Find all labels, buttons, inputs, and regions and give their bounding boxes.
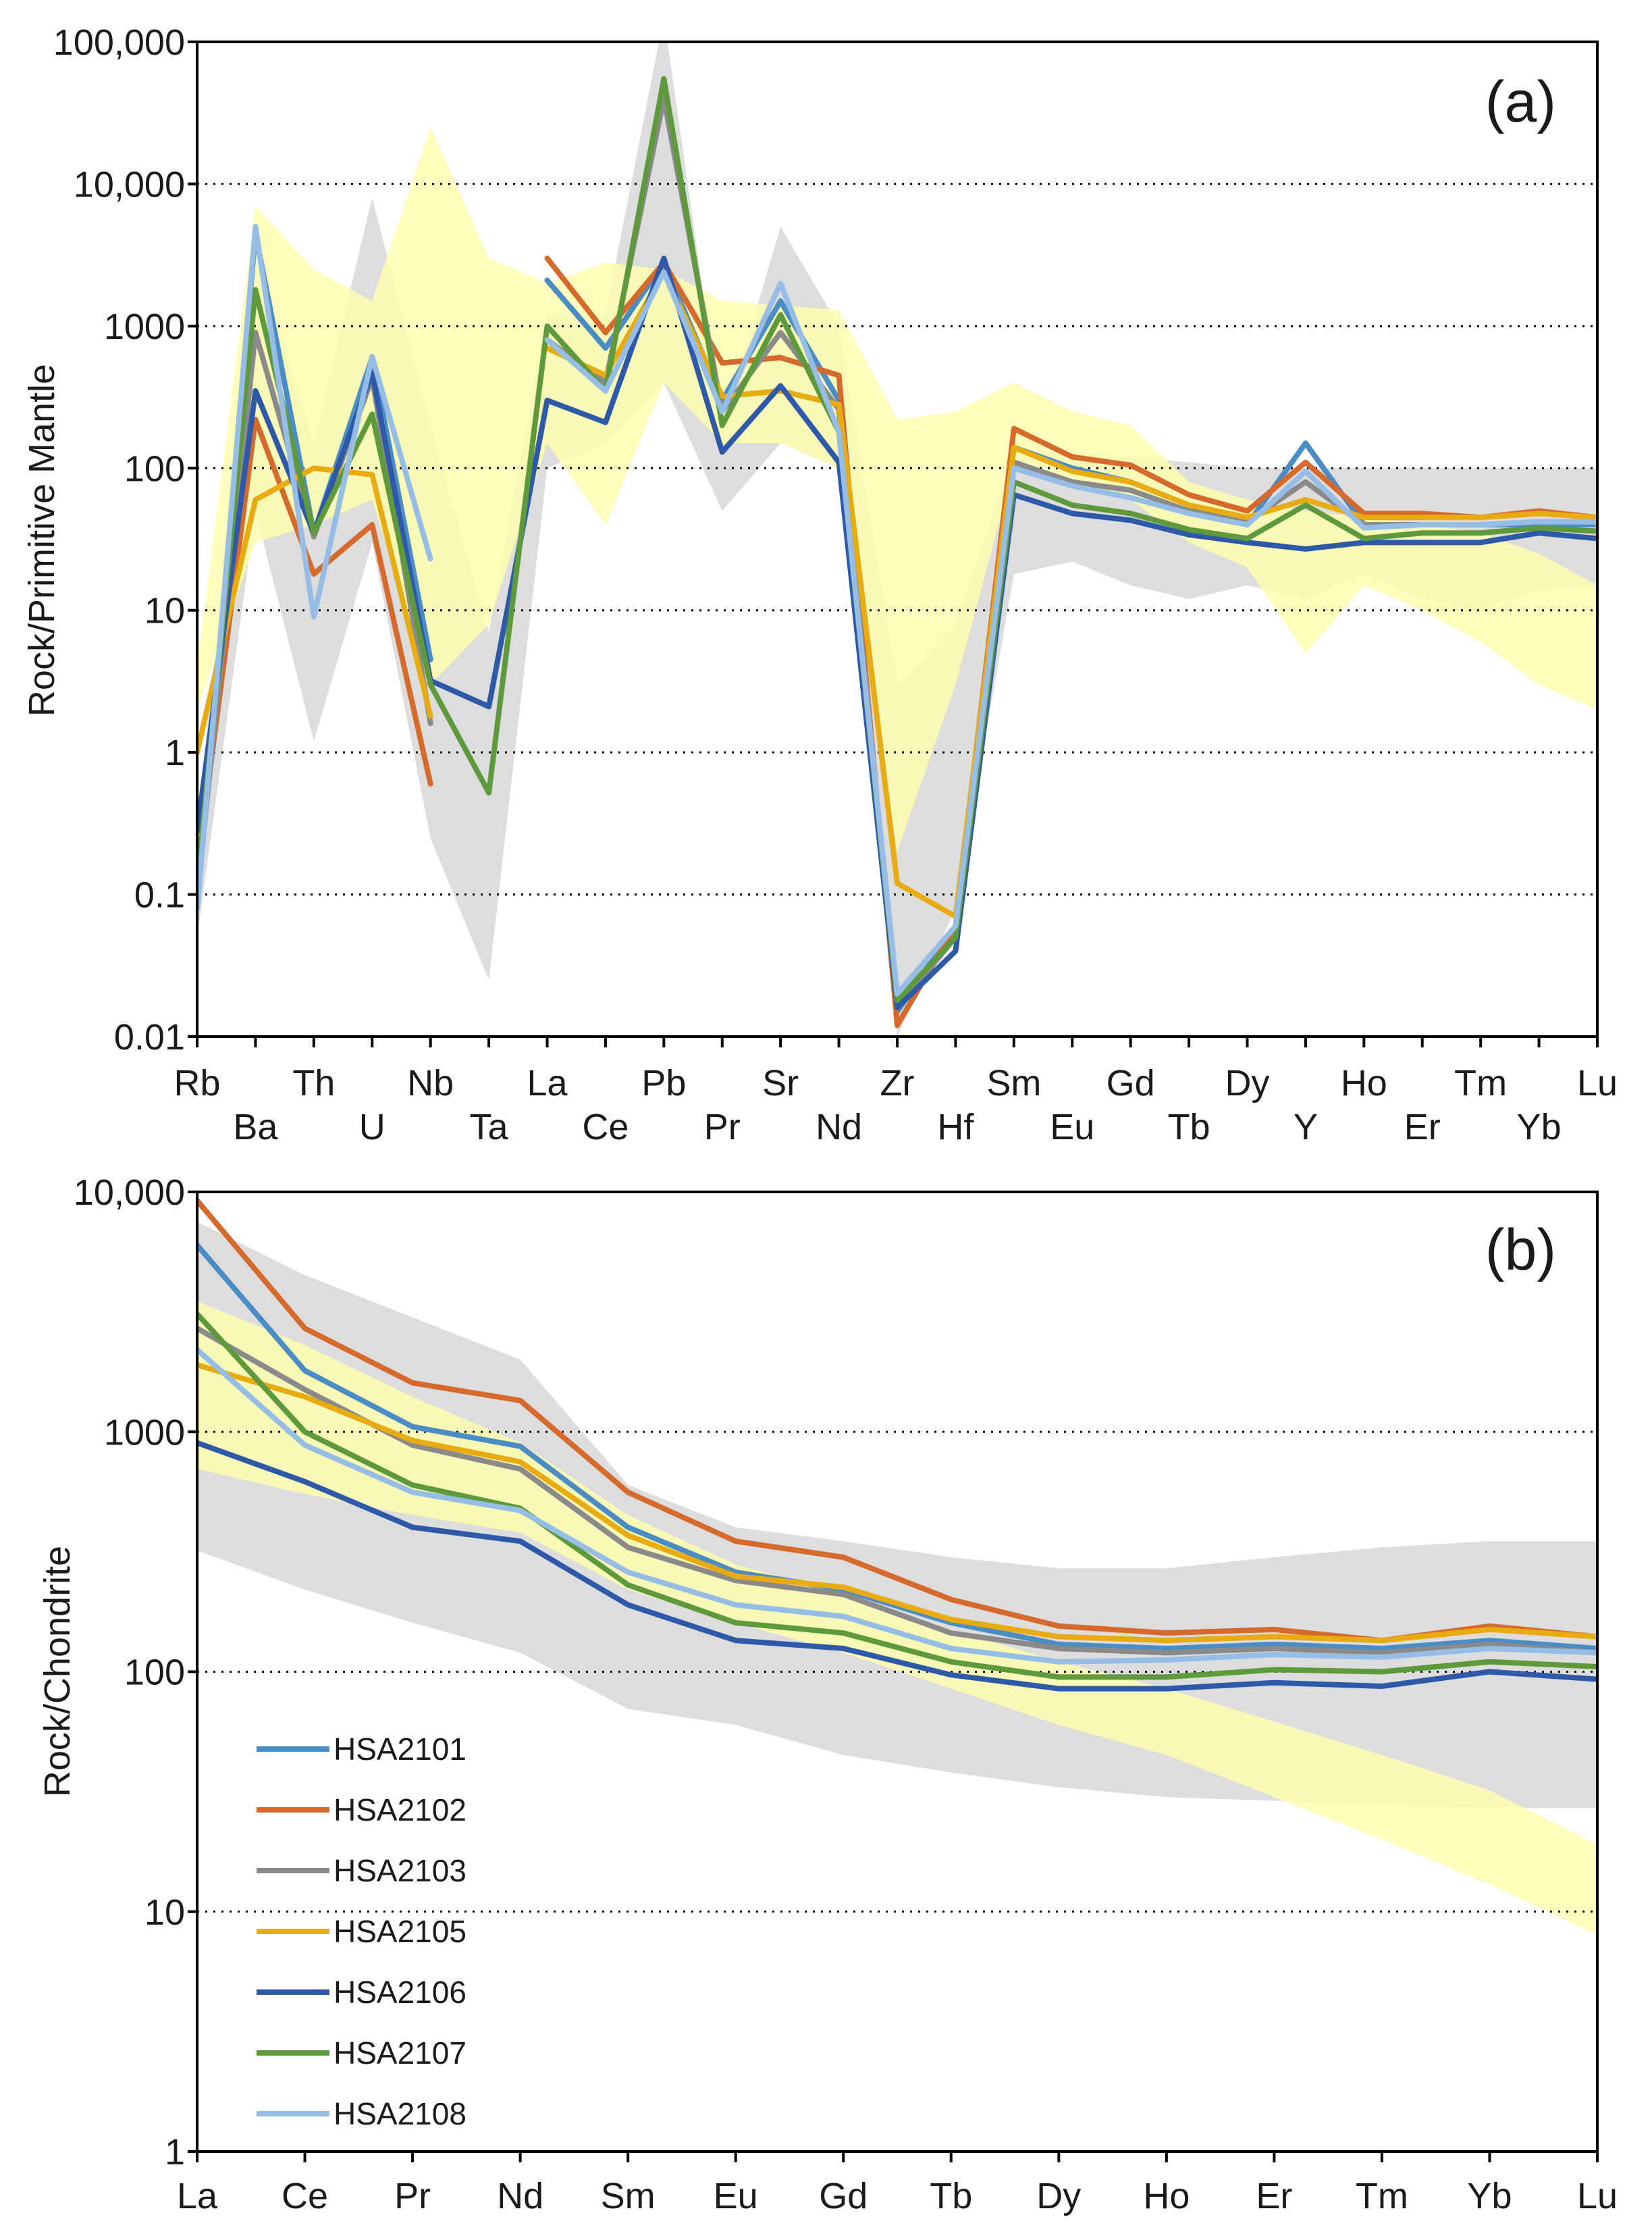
- panel-a-x-label-rb: Rb: [174, 1063, 220, 1103]
- panel-a-x-label-y: Y: [1294, 1107, 1318, 1147]
- panel-b-y-axis: 1 10 100 1000 10,000: [74, 1172, 197, 2172]
- panel-a-y-tick-label: 10: [144, 591, 185, 631]
- panel-a-y-tick-label: 1: [165, 733, 185, 773]
- panel-b-x-label-eu: Eu: [714, 2176, 758, 2216]
- panel-b-series-hsa2108: [197, 1347, 1597, 1665]
- panel-b-x-label-sm: Sm: [601, 2176, 656, 2216]
- panel-b-fields: [197, 1222, 1597, 1935]
- panel-b-x-label-er: Er: [1256, 2176, 1292, 2216]
- panel-a-fields: [197, 42, 1597, 1037]
- panel-a-x-label-la: La: [527, 1063, 568, 1103]
- panel-a-x-label-lu: Lu: [1577, 1063, 1618, 1103]
- panel-a-x-label-zr: Zr: [880, 1063, 915, 1103]
- panel-a-y-axis-title: Rock/Primitive Mantle: [22, 364, 62, 717]
- panel-a-x-label-pr: Pr: [704, 1107, 741, 1147]
- panel-a-y-tick-label: 10,000: [74, 164, 185, 205]
- panel-a-x-label-tm: Tm: [1454, 1063, 1507, 1103]
- panel-b-y-tick-label: 100: [124, 1652, 185, 1693]
- panel-a-x-label-th: Th: [292, 1063, 335, 1103]
- panel-a-yellow-field-1: [197, 127, 1597, 852]
- panel-b-label: (b): [1485, 1218, 1556, 1282]
- panel-a-x-label-hf: Hf: [937, 1107, 974, 1147]
- panel-a-x-label-nd: Nd: [816, 1107, 862, 1147]
- panel-a-series: [197, 76, 1597, 1028]
- legend-label-hsa2107: HSA2107: [334, 2035, 467, 2070]
- panel-b-y-tick-label: 10: [144, 1892, 185, 1933]
- legend: HSA2101 HSA2102 HSA2103 HSA2105 HSA2106 HSA21…: [257, 1731, 467, 2131]
- panel-b-series-hsa2106: [197, 1440, 1597, 1692]
- panel-b-x-label-lu: Lu: [1577, 2176, 1618, 2216]
- panel-a-label: (a): [1485, 70, 1556, 134]
- panel-b-gray-field-0: [197, 1222, 1597, 1808]
- panel-a-x-label-sr: Sr: [762, 1063, 799, 1103]
- panel-b-chart: 1 10 100 1000 10,000 La Ce Pr Nd Sm Eu Gd Tb Dy Ho Er T…: [37, 1172, 1618, 2216]
- panel-a-y-axis: 0.01 0.1 1 10 100 1000 10,000 100,000: [53, 22, 197, 1058]
- legend-label-hsa2103: HSA2103: [334, 1853, 467, 1888]
- panel-b-x-label-nd: Nd: [497, 2176, 543, 2216]
- panel-a-x-label-eu: Eu: [1050, 1107, 1094, 1147]
- panel-b-x-label-tm: Tm: [1356, 2176, 1408, 2216]
- panel-a-x-label-sm: Sm: [986, 1063, 1041, 1103]
- panel-a-chart: 0.01 0.1 1 10 100 1000 10,000 100,000 Rb Ba Th U Nb…: [22, 22, 1618, 1147]
- panel-a-x-label-u: U: [359, 1107, 385, 1147]
- panel-a-series-hsa2108: [197, 224, 433, 911]
- panel-b-x-label-la: La: [177, 2176, 218, 2216]
- panel-a-x-label-ho: Ho: [1341, 1063, 1387, 1103]
- panel-b-x-label-yb: Yb: [1467, 2176, 1512, 2216]
- panel-b-series-hsa2103: [197, 1326, 1597, 1656]
- panel-b-x-label-tb: Tb: [930, 2176, 972, 2216]
- panel-a-x-label-dy: Dy: [1225, 1063, 1270, 1103]
- panel-a-grid: [197, 182, 1597, 896]
- panel-a-x-label-ta: Ta: [470, 1107, 509, 1147]
- legend-label-hsa2106: HSA2106: [334, 1975, 467, 2010]
- panel-a-series-hsa2108-1: [544, 269, 1597, 997]
- panel-b-y-axis-title: Rock/Chondrite: [37, 1546, 78, 1797]
- legend-label-hsa2101: HSA2101: [334, 1731, 467, 1767]
- panel-a-x-label-er: Er: [1404, 1107, 1441, 1147]
- panel-a-series-hsa2105: [197, 465, 433, 756]
- legend-label-hsa2108: HSA2108: [334, 2096, 467, 2131]
- panel-b-x-label-pr: Pr: [394, 2176, 431, 2216]
- panel-a-x-label-gd: Gd: [1107, 1063, 1155, 1103]
- legend-label-hsa2105: HSA2105: [334, 1914, 467, 1949]
- panel-b-yellow-field: [197, 1301, 1597, 1935]
- panel-a-y-tick-label: 100: [124, 448, 185, 489]
- panel-a-series-hsa2107: [197, 76, 1597, 1004]
- panel-a-series-hsa2102-1: [544, 255, 1597, 1028]
- panel-b-y-tick-label: 1: [165, 2132, 185, 2172]
- panel-b-series: [197, 1197, 1597, 1692]
- legend-label-hsa2102: HSA2102: [334, 1792, 467, 1827]
- panel-b-y-tick-label: 10,000: [74, 1172, 185, 1213]
- panel-b-x-label-dy: Dy: [1036, 2176, 1081, 2216]
- panel-a-x-label-tb: Tb: [1168, 1107, 1210, 1147]
- panel-a-y-tick-label: 0.01: [114, 1017, 185, 1058]
- panel-b-series-hsa2105: [197, 1362, 1597, 1644]
- panel-a-series-hsa2105-1: [544, 269, 1597, 920]
- panel-a-x-label-ce: Ce: [582, 1107, 629, 1147]
- panel-b-y-tick-label: 1000: [104, 1412, 185, 1453]
- panel-a-x-label-pb: Pb: [641, 1063, 686, 1103]
- panel-a-x-label-ba: Ba: [233, 1107, 278, 1147]
- panel-a-x-label-yb: Yb: [1517, 1107, 1562, 1147]
- panel-a-x-label-nb: Nb: [407, 1063, 454, 1103]
- panel-b-x-label-ce: Ce: [282, 2176, 328, 2216]
- panel-b-series-hsa2107: [197, 1311, 1597, 1680]
- panel-b-x-label-ho: Ho: [1143, 2176, 1190, 2216]
- panel-b-x-axis: La Ce Pr Nd Sm Eu Gd Tb Dy Ho Er Tm Yb Lu: [177, 2152, 1618, 2216]
- panel-a-y-tick-label: 1000: [104, 307, 185, 347]
- panel-a-y-tick-label: 0.1: [134, 875, 185, 916]
- panel-a-y-tick-label: 100,000: [53, 22, 185, 63]
- panel-b-x-label-gd: Gd: [819, 2176, 868, 2216]
- panel-a-series-hsa2102: [197, 417, 433, 872]
